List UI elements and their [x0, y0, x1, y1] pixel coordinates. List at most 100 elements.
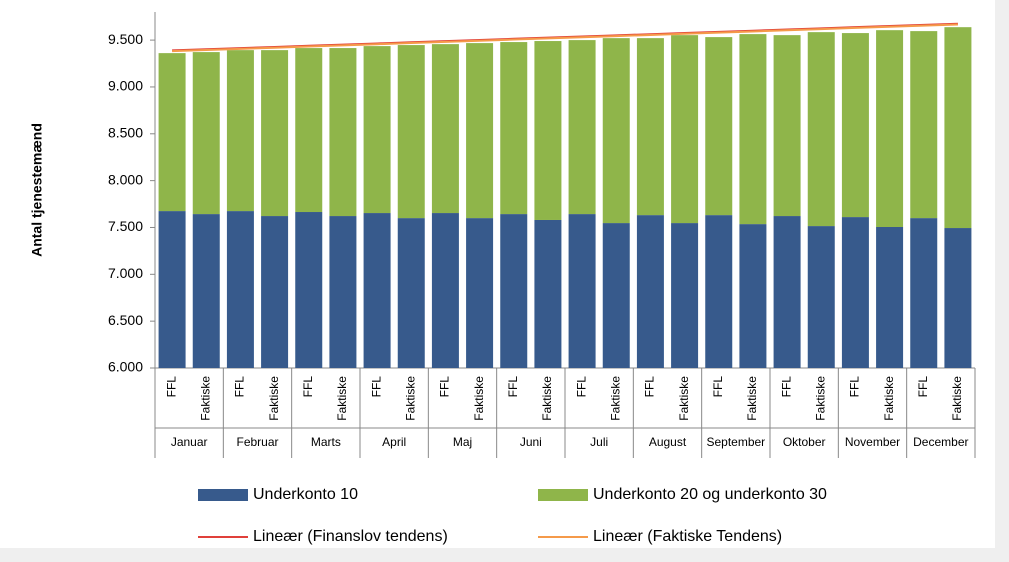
y-tick-label: 8.000 [108, 171, 143, 187]
bar [602, 223, 630, 368]
bar [329, 216, 357, 368]
bar [807, 32, 835, 227]
bar [773, 216, 801, 368]
legend-label: Underkonto 10 [253, 486, 358, 503]
bar [431, 44, 459, 214]
bar [397, 45, 425, 219]
bar [466, 218, 494, 368]
bar [534, 41, 562, 220]
x-tick-label: Faktiske [608, 376, 622, 421]
bar [910, 218, 938, 368]
bar [807, 226, 835, 368]
x-tick-label: FFL [438, 376, 452, 398]
y-tick-label: 9.500 [108, 31, 143, 47]
bar [192, 52, 220, 215]
bar [226, 50, 254, 212]
legend-label: Lineær (Finanslov tendens) [253, 528, 448, 545]
bar [500, 214, 528, 368]
bar [466, 43, 494, 219]
x-tick-label: Faktiske [882, 376, 896, 421]
group-label: Oktober [783, 435, 826, 449]
y-tick-label: 6.000 [108, 359, 143, 375]
bar [158, 211, 186, 368]
bar [671, 223, 699, 368]
group-label: Maj [453, 435, 472, 449]
bar [295, 48, 323, 213]
x-tick-label: Faktiske [813, 376, 827, 421]
group-label: April [382, 435, 406, 449]
x-tick-label: FFL [369, 376, 383, 398]
y-tick-label: 6.500 [108, 312, 143, 328]
x-tick-label: Faktiske [540, 376, 554, 421]
group-label: Marts [311, 435, 341, 449]
x-tick-label: FFL [711, 376, 725, 398]
group-label: Juni [520, 435, 542, 449]
x-tick-label: FFL [164, 376, 178, 398]
x-tick-label: FFL [916, 376, 930, 398]
bar [534, 219, 562, 368]
bar [158, 53, 186, 212]
bar [841, 217, 869, 368]
bar [329, 48, 357, 217]
x-tick-label: FFL [301, 376, 315, 398]
bar [500, 42, 528, 215]
trend-line [172, 23, 958, 53]
group-label: September [706, 435, 765, 449]
bar [568, 40, 596, 215]
x-tick-label: Faktiske [950, 376, 964, 421]
bar [295, 212, 323, 368]
bar [363, 213, 391, 368]
bar [944, 27, 972, 229]
group-label: November [845, 435, 900, 449]
bar [671, 35, 699, 224]
x-tick-label: Faktiske [677, 376, 691, 421]
bar [602, 38, 630, 224]
bar [397, 218, 425, 368]
y-tick-label: 7.500 [108, 218, 143, 234]
bar [636, 215, 664, 368]
x-tick-label: Faktiske [745, 376, 759, 421]
x-tick-label: Faktiske [198, 376, 212, 421]
legend-swatch [198, 489, 248, 501]
x-tick-label: Faktiske [403, 376, 417, 421]
y-axis-title: Antal tjenestemænd [29, 123, 45, 257]
bar [876, 227, 904, 368]
bar [739, 224, 767, 368]
legend-label: Lineær (Faktiske Tendens) [593, 528, 782, 545]
bar [568, 214, 596, 368]
bar [841, 33, 869, 218]
chart: Antal tjenestemænd 6.000 6.500 7.000 7.500 8… [0, 0, 995, 548]
bar [363, 46, 391, 214]
group-label: Januar [171, 435, 208, 449]
y-tick-label: 7.000 [108, 265, 143, 281]
legend-label: Underkonto 20 og underkonto 30 [593, 486, 827, 503]
x-tick-label: FFL [779, 376, 793, 398]
x-tick-label: FFL [506, 376, 520, 398]
bar [192, 214, 220, 368]
bar [261, 216, 289, 368]
y-tick-label: 9.000 [108, 78, 143, 94]
group-label: Februar [236, 435, 278, 449]
x-tick-label: FFL [233, 376, 247, 398]
bar [944, 228, 972, 368]
bar [876, 30, 904, 228]
bar [261, 50, 289, 217]
x-tick-label: FFL [848, 376, 862, 398]
y-tick-label: 8.500 [108, 124, 143, 140]
bar [636, 38, 664, 216]
x-tick-label: Faktiske [335, 376, 349, 421]
legend-swatch [538, 489, 588, 501]
bar [739, 34, 767, 225]
bar [705, 215, 733, 368]
x-tick-label: Faktiske [472, 376, 486, 421]
bar [773, 35, 801, 217]
bar [910, 31, 938, 219]
group-label: August [649, 435, 687, 449]
x-tick-label: FFL [643, 376, 657, 398]
bar [226, 211, 254, 368]
x-tick-label: Faktiske [267, 376, 281, 421]
x-tick-label: FFL [574, 376, 588, 398]
group-label: Juli [590, 435, 608, 449]
group-label: December [913, 435, 968, 449]
